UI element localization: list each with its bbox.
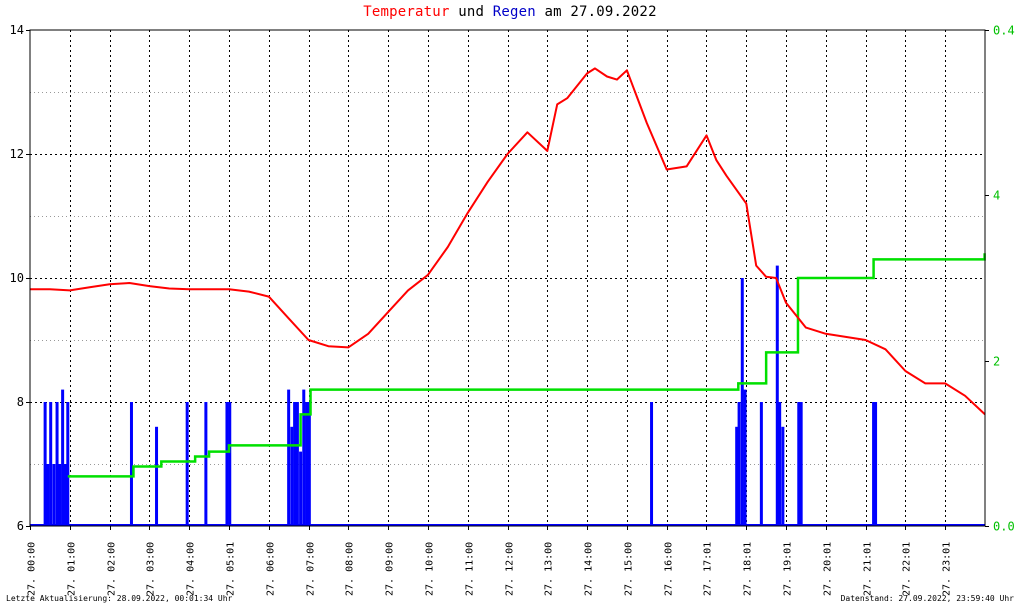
title-and: und [449, 4, 493, 20]
x-tick-label: 27. 13:00 [544, 542, 555, 596]
rain-bar [293, 402, 297, 526]
rain-bar [650, 402, 654, 526]
rain-cumulative-line [67, 253, 986, 478]
x-tick-label: 27. 07:00 [306, 542, 317, 596]
y-left-tick-label: 12 [10, 147, 24, 161]
x-tick-label: 27. 04:00 [186, 542, 197, 596]
rain-bar [66, 402, 70, 526]
x-tick-label: 27. 22:01 [902, 542, 913, 596]
x-tick-label: 27. 14:00 [584, 542, 595, 596]
x-tick-label: 27. 23:01 [942, 542, 953, 596]
rain-bar [43, 402, 47, 526]
data-status-text: Datenstand: 27.09.2022, 23:59:40 Uhr [840, 594, 1014, 603]
temperature-line [30, 67, 986, 416]
x-tick-label: 27. 17:01 [703, 542, 714, 596]
rain-bar [204, 402, 208, 526]
y-left-tick-label: 8 [17, 395, 24, 409]
rain-bar [225, 402, 229, 526]
rain-bar [295, 402, 299, 526]
x-tick-label: 27. 01:00 [67, 542, 78, 596]
rain-bar [302, 389, 306, 526]
rain-bar [799, 402, 803, 526]
rain-bar [781, 426, 785, 526]
rain-bar [58, 464, 62, 526]
y-left-tick-label: 10 [10, 271, 24, 285]
x-tick-label: 27. 21:01 [863, 542, 874, 596]
rain-bar [228, 402, 232, 526]
rain-bar [874, 402, 878, 526]
y-left-tick-label: 14 [10, 23, 24, 37]
rain-bar [299, 451, 303, 526]
rain-bar [305, 402, 309, 526]
rain-bar [307, 402, 311, 526]
x-tick-label: 27. 02:00 [107, 542, 118, 596]
x-tick-label: 27. 08:00 [345, 542, 356, 596]
x-tick-label: 27. 11:00 [465, 542, 476, 596]
rain-bar [49, 402, 53, 526]
x-tick-label: 27. 10:00 [425, 542, 436, 596]
x-tick-label: 27. 16:00 [664, 542, 675, 596]
x-tick-label: 27. 12:00 [505, 542, 516, 596]
x-tick-label: 27. 09:00 [385, 542, 396, 596]
x-tick-label: 27. 15:00 [624, 542, 635, 596]
title-rain: Regen [492, 4, 536, 20]
rain-bar [185, 402, 189, 526]
title-temperature: Temperatur [363, 4, 450, 20]
rain-bar [778, 402, 782, 526]
rain-bar [155, 426, 159, 526]
rain-bar [797, 402, 801, 526]
y-right-tick-label: 2 [993, 355, 1000, 369]
rain-bar [61, 389, 65, 526]
rain-bar [740, 278, 744, 526]
rain-bar [743, 389, 747, 526]
chart-title: Temperatur und Regen am 27.09.2022 [0, 4, 1020, 20]
y-right-tick-label: 0.0 [993, 520, 1015, 534]
rain-bar [737, 402, 741, 526]
x-tick-label: 27. 20:01 [823, 542, 834, 596]
rain-bar [775, 265, 779, 526]
y-right-tick-label: 0.4 [993, 24, 1015, 38]
x-tick-label: 27. 03:00 [146, 542, 157, 596]
rain-bar [290, 426, 294, 526]
x-tick-label: 27. 00:00 [27, 542, 38, 596]
x-tick-label: 27. 18:01 [743, 542, 754, 596]
rain-bar [759, 402, 763, 526]
title-date: am 27.09.2022 [535, 4, 657, 20]
y-right-tick-label: 4 [993, 189, 1000, 203]
rain-bar [46, 464, 50, 526]
rain-bar [872, 402, 876, 526]
rain-bar [55, 402, 59, 526]
x-tick-label: 27. 06:00 [266, 542, 277, 596]
rain-bar [287, 389, 291, 526]
x-tick-label: 27. 05:01 [226, 542, 237, 596]
rain-bar [52, 464, 56, 526]
rain-bar [129, 402, 133, 526]
y-left-tick-label: 6 [17, 519, 24, 533]
last-update-text: Letzte Aktualisierung: 28.09.2022, 00:01… [6, 594, 233, 603]
rain-bar [63, 464, 67, 526]
rain-bar [735, 426, 739, 526]
x-tick-label: 27. 19:01 [783, 542, 794, 596]
plot-border [29, 29, 986, 527]
